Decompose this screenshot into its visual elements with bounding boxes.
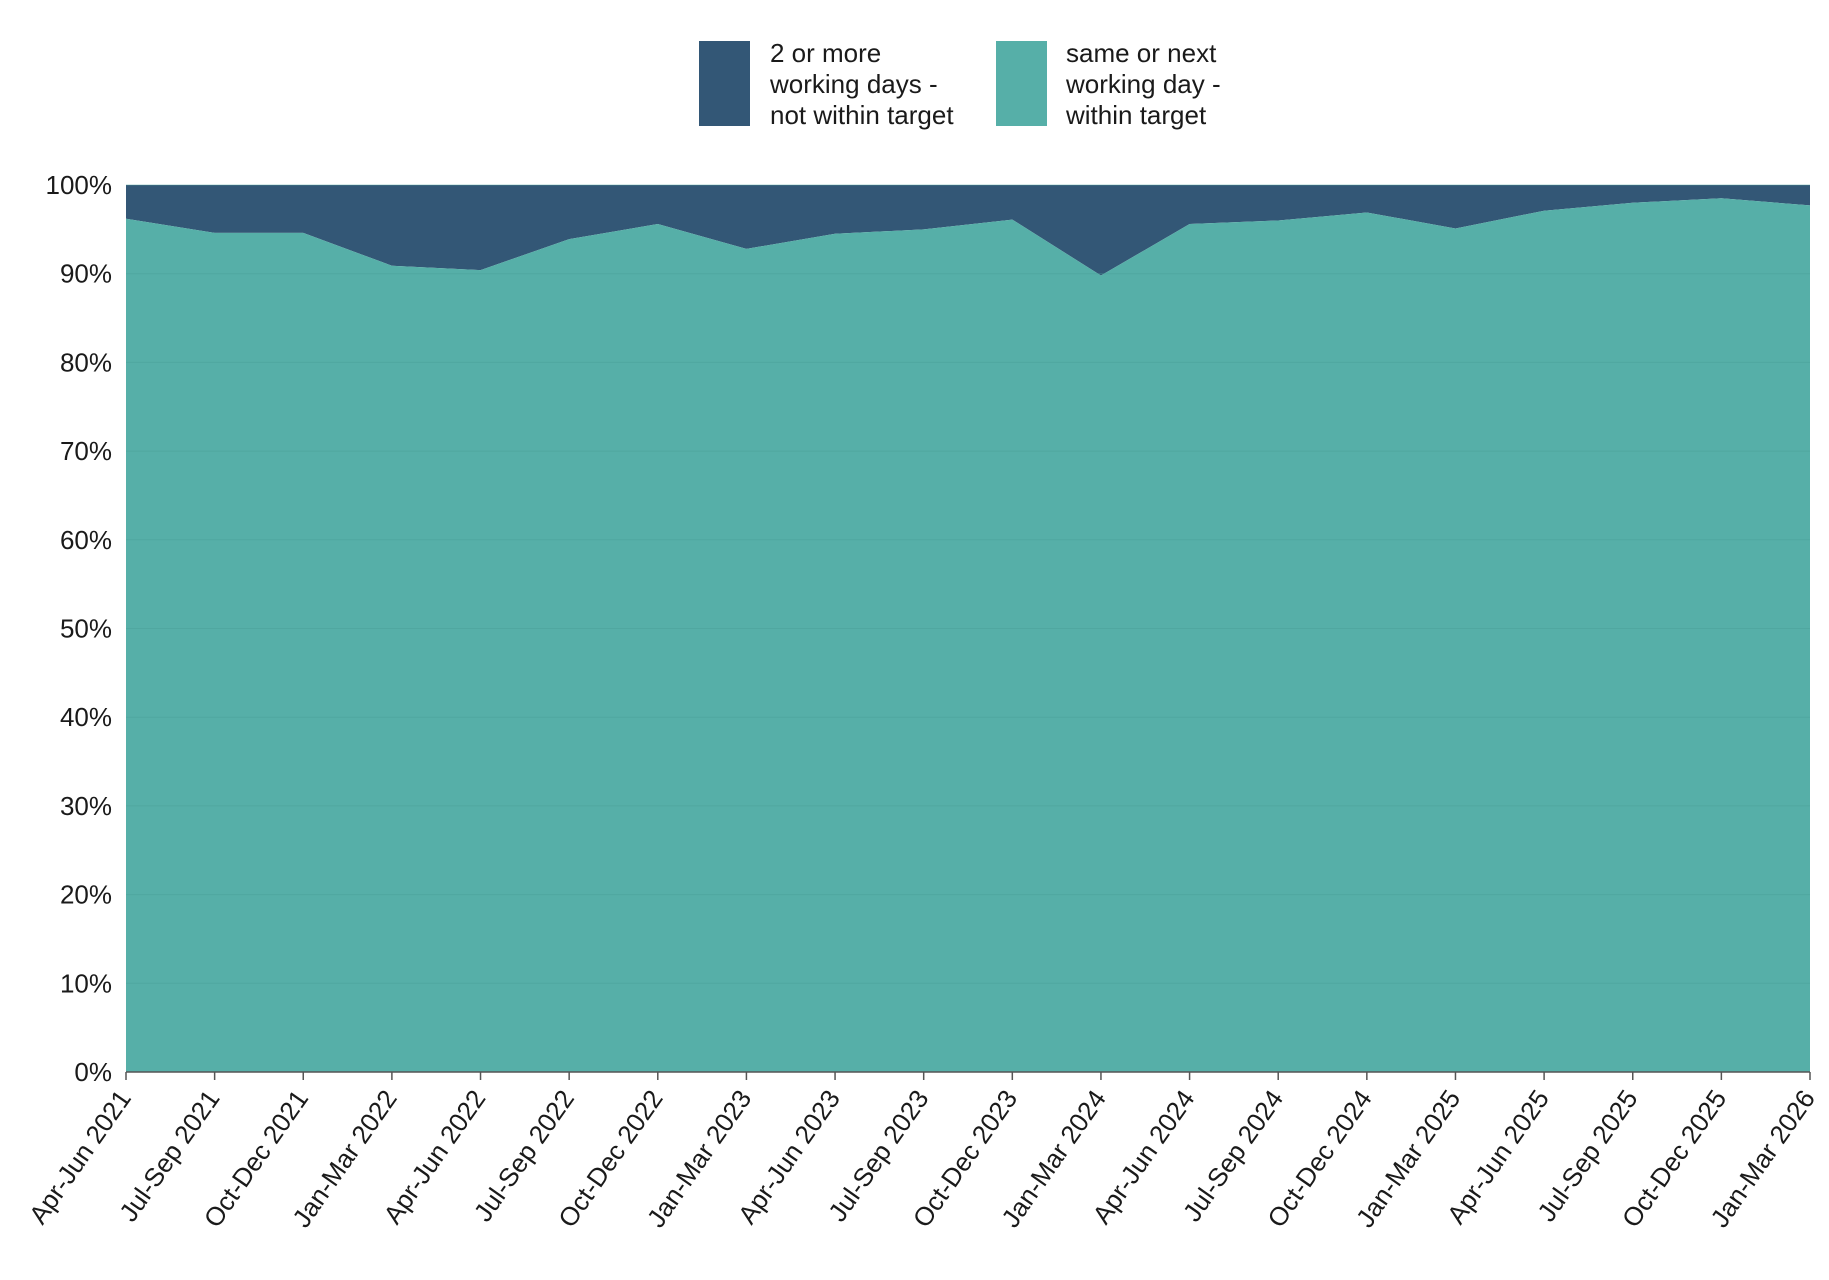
y-tick-label: 90%: [60, 259, 112, 289]
legend-swatch: [699, 41, 750, 126]
y-axis: 0% 10% 20% 30% 40% 50% 60% 70% 80% 90% 100%: [46, 170, 113, 1087]
legend-label: working days -: [769, 69, 938, 99]
legend-swatch: [996, 41, 1047, 126]
area-within-target: [126, 198, 1810, 1072]
y-tick-label: 0%: [74, 1057, 112, 1087]
y-tick-label: 30%: [60, 791, 112, 821]
legend-label: same or next: [1066, 38, 1217, 68]
y-tick-label: 60%: [60, 525, 112, 555]
plot-areas: [126, 185, 1810, 1072]
y-tick-label: 70%: [60, 436, 112, 466]
legend-label: working day -: [1065, 69, 1221, 99]
legend-label: not within target: [770, 100, 954, 130]
y-tick-label: 10%: [60, 968, 112, 998]
gridlines: [126, 184, 1810, 1073]
legend-label: 2 or more: [770, 38, 881, 68]
legend-label: within target: [1065, 100, 1207, 130]
area-not-within-target: [126, 185, 1810, 276]
y-tick-label: 50%: [60, 614, 112, 644]
y-tick-label: 40%: [60, 702, 112, 732]
y-tick-label: 100%: [46, 170, 113, 200]
y-tick-label: 20%: [60, 880, 112, 910]
y-tick-label: 80%: [60, 347, 112, 377]
